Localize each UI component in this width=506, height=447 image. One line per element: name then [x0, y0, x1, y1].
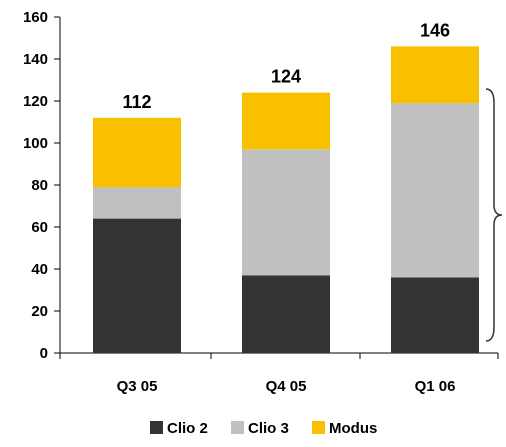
- bar-total-label: 124: [271, 67, 301, 87]
- y-tick-label: 160: [23, 9, 48, 26]
- y-tick-label: 120: [23, 93, 48, 110]
- bar-total-label: 112: [122, 92, 151, 112]
- axes: 0 20 40 60 80 100 120 140 160 Q3 05 Q4 05 Q1 06: [23, 9, 499, 395]
- legend: Clio 2 Clio 3 Modus: [150, 420, 377, 437]
- bar-segment: [93, 187, 181, 219]
- bar-segment: [242, 149, 330, 276]
- legend-swatch: [231, 421, 244, 434]
- legend-label: Clio 3: [248, 420, 289, 437]
- x-tick-label: Q1 06: [415, 378, 456, 395]
- bar-segment: [93, 218, 181, 353]
- x-tick-label: Q3 05: [117, 378, 158, 395]
- y-tick-label: 60: [31, 219, 48, 236]
- y-tick-label: 0: [40, 345, 48, 362]
- bar-segment: [242, 275, 330, 353]
- bar-segment: [242, 92, 330, 150]
- bars: [93, 46, 479, 353]
- y-tick-label: 80: [31, 177, 48, 194]
- legend-label: Clio 2: [167, 420, 208, 437]
- legend-swatch: [312, 421, 325, 434]
- y-tick-label: 140: [23, 51, 48, 68]
- curly-brace: [485, 88, 503, 342]
- y-tick-label: 40: [31, 261, 48, 278]
- y-tick-label: 100: [23, 135, 48, 152]
- legend-label: Modus: [329, 420, 377, 437]
- bar-segment: [391, 277, 479, 353]
- x-tick-label: Q4 05: [266, 378, 307, 395]
- bar-segment: [391, 46, 479, 104]
- bar-totals: 112 124 146: [122, 20, 450, 111]
- annotation-brace: [485, 88, 503, 342]
- bar-total-label: 146: [420, 20, 450, 40]
- y-tick-label: 20: [31, 303, 48, 320]
- bar-segment: [391, 103, 479, 278]
- bar-segment: [93, 117, 181, 188]
- legend-swatch: [150, 421, 163, 434]
